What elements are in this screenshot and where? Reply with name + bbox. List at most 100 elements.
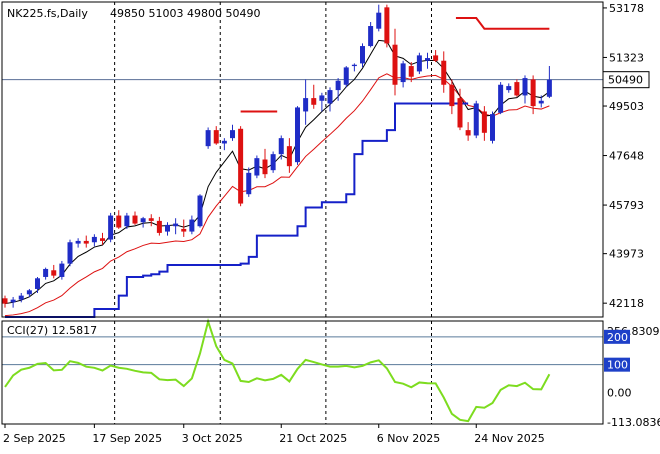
candle-body [83,240,89,244]
candle-body [140,218,146,223]
date-label: 6 Nov 2025 [377,432,440,445]
candle-body [425,58,430,61]
price-tick-label: 53178 [609,2,644,15]
symbol-label: NK225.fs,Daily [7,7,88,20]
candle-body [433,55,439,61]
candle-body [351,64,357,67]
cci-line [4,317,551,423]
candle-body [465,130,471,136]
candle-body [213,130,219,144]
cci-label: CCI(27) 12.5817 [7,324,97,337]
candle-body [457,98,463,128]
candle-body [376,12,382,29]
candle-body [75,240,81,244]
candle-body [506,86,512,91]
candle-body [67,242,73,264]
candle-body [100,238,105,241]
candle-body [538,100,544,104]
candle-body [319,95,325,101]
candle-body [384,7,390,44]
price-tick-label: 49503 [609,100,644,113]
candle-body [197,195,203,227]
ohlc-label: 49850 51003 49800 50490 [110,7,260,20]
current-price-label: 50490 [608,74,643,87]
candle-body [335,80,341,91]
candle-body [51,270,57,276]
candle-body [343,67,349,85]
candle-body [311,98,317,105]
candle-body [392,44,398,85]
stop-line-down [455,17,550,30]
price-tick-label: 45793 [609,199,644,212]
candle-body [156,220,162,233]
candle-body [173,223,179,227]
date-label: 21 Oct 2025 [279,432,347,445]
candle-body [18,295,24,300]
candle-body [165,224,170,232]
candle-body [221,140,227,144]
candle-body [132,215,138,224]
candle-body [416,55,422,72]
price-tick-label: 43973 [609,248,644,261]
candle-body [124,215,130,227]
candle-body [473,103,479,136]
candle-body [254,158,260,176]
date-label: 2 Sep 2025 [3,432,66,445]
candle-body [181,228,187,232]
candle-body [441,60,447,85]
candle-body [148,218,154,221]
cci-level-tag [604,329,630,344]
cci-panel-border [1,320,604,425]
candle-body [108,215,114,240]
candle-body [546,79,552,97]
candle-body [246,172,252,195]
price-tick-label: 42118 [609,297,644,310]
candle-body [360,46,365,64]
candle-body [238,128,244,204]
cci-level-tag [604,357,630,372]
cci-scale-label: -113.0836 [607,416,660,429]
candle-body [35,278,40,289]
date-label: 3 Oct 2025 [182,432,243,445]
current-price-tag [602,71,650,89]
candle-body [530,79,536,107]
cci-level-label: 200 [607,331,628,344]
price-tick-label: 47648 [609,150,644,163]
candle-body [26,290,32,295]
candle-body [368,26,374,47]
date-label: 17 Sep 2025 [92,432,162,445]
price-panel-border [1,1,604,318]
candle-body [59,263,65,277]
candle-body [205,130,211,147]
candle-body [116,215,122,228]
fast-average-line [4,39,550,305]
candle-body [522,78,528,96]
cci-level-label: 100 [607,359,628,372]
candle-body [514,82,520,96]
candle-body [286,146,292,167]
candle-body [481,111,487,133]
candle-body [400,63,406,83]
candle-body [449,84,455,107]
candle-body [303,98,309,112]
candle-body [2,298,8,304]
candle-body [270,154,276,171]
candle-body [91,236,97,243]
candle-body [278,138,284,155]
candle-body [189,219,195,232]
candle-body [408,66,414,77]
candle-body [230,130,235,139]
candle-body [498,84,504,113]
candle-body [327,90,333,104]
candle-body [262,159,268,175]
date-label: 24 Nov 2025 [474,432,544,445]
stop-line-up [5,102,469,318]
candle-body [43,268,49,277]
candle-body [295,107,300,163]
candle-body [10,299,16,303]
price-tick-label: 51323 [609,51,644,64]
candle-body [490,114,495,141]
cci-scale-label: 0.00 [607,387,632,400]
